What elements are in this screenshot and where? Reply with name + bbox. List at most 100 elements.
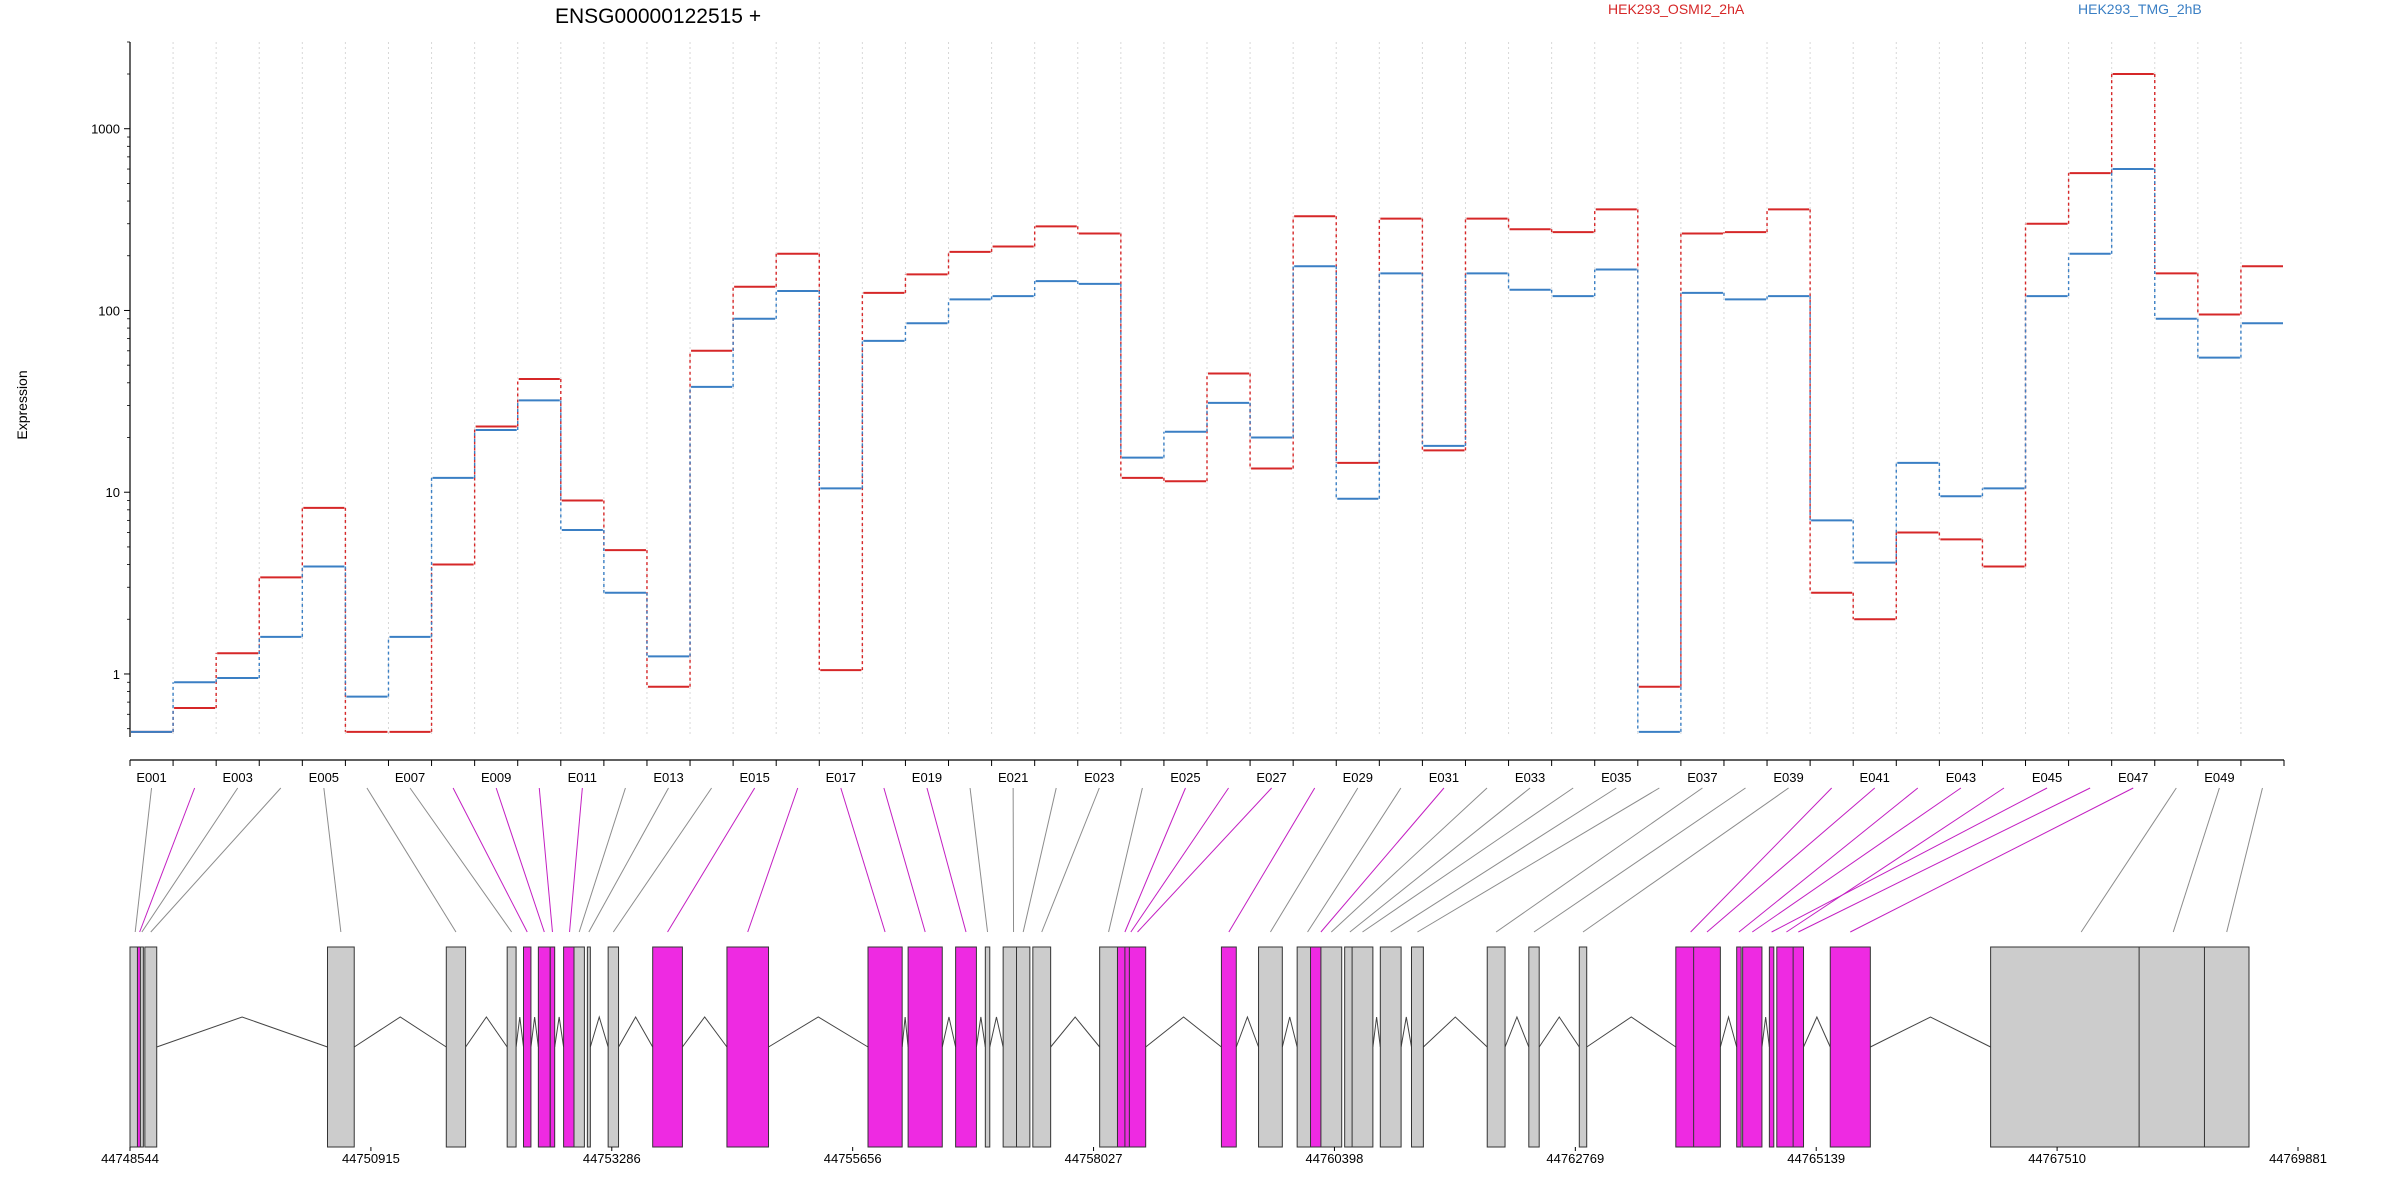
x-tick-label: E017 (826, 770, 856, 785)
x-tick-label: E039 (1773, 770, 1803, 785)
intron-line (1050, 1016, 1101, 1048)
intron-line (681, 1016, 728, 1048)
exon-box (1736, 946, 1742, 1148)
x-tick-label: E007 (395, 770, 425, 785)
exon-box (506, 946, 517, 1148)
exon-connector (969, 787, 989, 933)
x-tick-label: E009 (481, 770, 511, 785)
exon-box (523, 946, 532, 1148)
intron-line (768, 1016, 869, 1048)
exon-connector (134, 787, 153, 933)
intron-line (156, 1016, 328, 1048)
exon-connector (1417, 787, 1660, 933)
exon-box (1578, 946, 1588, 1148)
intron-line (530, 1016, 539, 1048)
exon-box (573, 946, 585, 1148)
legend-series-b: HEK293_TMG_2hB (2078, 1, 2202, 17)
chart-title: ENSG00000122515 + (555, 5, 761, 28)
exon-connector (578, 787, 626, 933)
exon-connector (1495, 787, 1703, 933)
exon-connector (2080, 787, 2177, 933)
intron-line (901, 1016, 909, 1048)
x-tick-labels: E001 E003 E005 E007 E009 E011 E013 E015 E017 E019… (136, 770, 2234, 785)
y-axis-label: Expression (14, 370, 30, 439)
coord-label: 44769881 (2269, 1151, 2327, 1166)
exon-box (1528, 946, 1540, 1148)
exon-connector (409, 787, 513, 933)
exon-box (1693, 946, 1721, 1148)
x-tick-label: E013 (653, 770, 683, 785)
exon-connector (1022, 787, 1057, 933)
exon-box (445, 946, 467, 1148)
intron-line (1586, 1016, 1677, 1048)
exon-box (1220, 946, 1237, 1148)
exon-connector (1130, 787, 1229, 933)
coord-label: 44767510 (2028, 1151, 2086, 1166)
exon-connector (1706, 787, 1876, 933)
exon-box (1351, 946, 1374, 1148)
intron-line (465, 1016, 508, 1048)
exon-connector (883, 787, 926, 933)
intron-line (1372, 1016, 1381, 1048)
exon-connector (1786, 787, 2005, 933)
y-tick-label: 10 (106, 485, 120, 500)
exon-connector (323, 787, 342, 933)
exon-connector (452, 787, 528, 933)
x-tick-label: E029 (1343, 770, 1373, 785)
exon-connector (1798, 787, 2091, 933)
coord-label: 44750915 (342, 1151, 400, 1166)
intron-line (1145, 1016, 1222, 1048)
exon-connector (1390, 787, 1617, 933)
legend-series-a: HEK293_OSMI2_2hA (1608, 1, 1745, 17)
exon-box (549, 946, 556, 1148)
exon-box (1829, 946, 1871, 1148)
exon-box (1032, 946, 1052, 1148)
exon-box (144, 946, 158, 1148)
exon-connector (1124, 787, 1186, 933)
exon-connector (667, 787, 756, 933)
x-tick-label: E047 (2118, 770, 2148, 785)
intron-line (589, 1015, 609, 1048)
x-tick-label: E019 (912, 770, 942, 785)
exon-box (652, 946, 683, 1148)
exon-box (907, 946, 943, 1148)
exon-connector (1690, 787, 1833, 933)
x-tick-label: E049 (2204, 770, 2234, 785)
exon-box (867, 946, 903, 1148)
x-tick-label: E003 (223, 770, 253, 785)
grid-layer (172, 42, 2242, 737)
coord-label: 44765139 (1787, 1151, 1845, 1166)
intron-line (1719, 1015, 1738, 1048)
intron-line (1803, 1015, 1831, 1048)
intron-line (1761, 1016, 1770, 1048)
exon-connector (747, 787, 799, 933)
exon-connector (1269, 787, 1359, 933)
exon-box (537, 946, 551, 1148)
exon-connector (1137, 787, 1272, 933)
exon-box (2203, 946, 2250, 1148)
intron-line (941, 1016, 957, 1048)
y-tick-label: 100 (98, 303, 120, 318)
exon-connector (1228, 787, 1316, 933)
series-layer (131, 73, 2283, 733)
exon-box (1410, 946, 1424, 1148)
exon-connector (538, 787, 553, 933)
exon-connector (139, 787, 196, 933)
exon-connector (1752, 787, 1962, 933)
exon-connector (1108, 787, 1143, 933)
intron-line (1281, 1016, 1298, 1048)
x-tick-label: E037 (1687, 770, 1717, 785)
genomic-coordinates: 44748544 44750915 44753286 44755656 44758027… (101, 1147, 2327, 1166)
exon-box (586, 946, 591, 1148)
intron-line (1504, 1015, 1530, 1048)
exon-box (984, 946, 991, 1148)
exon-box (1792, 946, 1805, 1148)
intron-line (989, 1016, 1004, 1048)
gene-model (129, 946, 2250, 1148)
x-tick-label: E011 (568, 770, 597, 785)
coord-label: 44755656 (824, 1151, 882, 1166)
exon-connector (495, 787, 545, 933)
exon-connector (1738, 787, 1919, 933)
intron-line (975, 1016, 986, 1048)
exon-box (326, 946, 355, 1148)
